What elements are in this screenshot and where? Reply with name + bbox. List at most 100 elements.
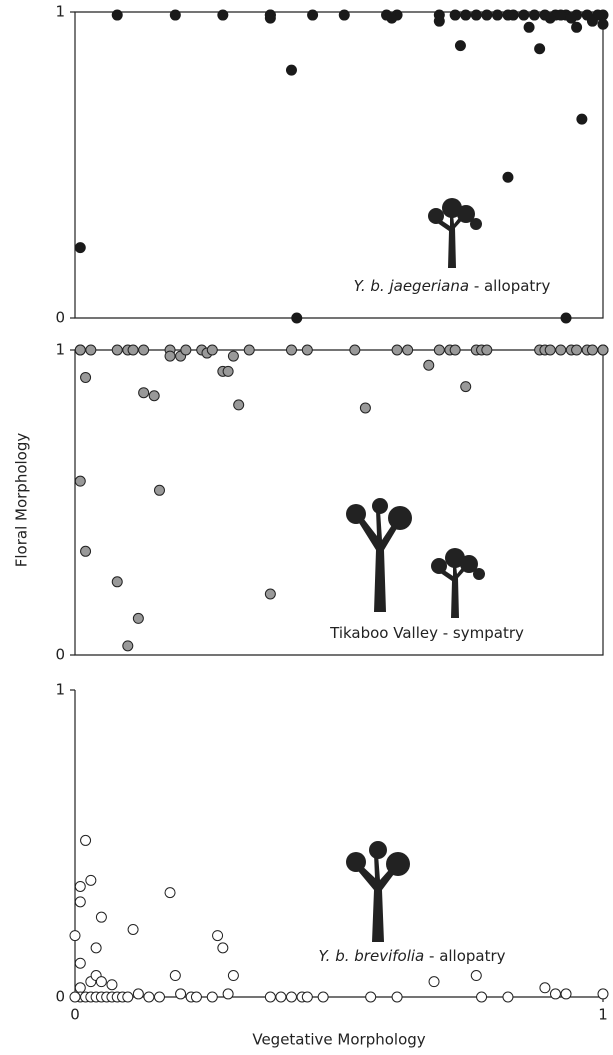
point [455,41,465,51]
point [598,989,608,999]
point [228,971,238,981]
point [566,13,576,23]
point [471,971,481,981]
point [218,943,228,953]
point [128,345,138,355]
point [529,10,539,20]
point [75,897,85,907]
point [587,345,597,355]
point [598,10,608,20]
point [81,372,91,382]
annotation: Y. b. brevifolia - allopatry [318,947,505,965]
y-axis-label: Floral Morphology [13,433,31,568]
point [75,958,85,968]
point [112,10,122,20]
point [75,243,85,253]
point [286,345,296,355]
annotation: Tikaboo Valley - sympatry [329,624,524,642]
point [75,476,85,486]
point [128,924,138,934]
point [234,400,244,410]
point [154,992,164,1002]
point [96,977,106,987]
y-tick-label: 0 [55,646,65,664]
point [392,992,402,1002]
annotation-text: Tikaboo Valley - sympatry [329,624,524,642]
y-tick-label: 0 [55,988,65,1006]
point [191,992,201,1002]
point [556,345,566,355]
point [598,19,608,29]
point [265,992,275,1002]
y-tick-label: 1 [55,3,65,21]
point [286,992,296,1002]
x-axis-label: Vegetative Morphology [252,1031,425,1049]
point [81,546,91,556]
point [503,172,513,182]
point [302,345,312,355]
point [75,345,85,355]
point [403,345,413,355]
point [572,22,582,32]
point [75,881,85,891]
point [519,10,529,20]
point [561,989,571,999]
point [139,345,149,355]
point [360,403,370,413]
point [181,345,191,355]
point [392,345,402,355]
point [91,943,101,953]
point [350,345,360,355]
point [139,388,149,398]
tree-icon [428,198,482,268]
point [540,983,550,993]
annotation-species: Y. b. jaegeriana [354,277,469,295]
point [598,345,608,355]
point [508,10,518,20]
point [387,13,397,23]
point [170,10,180,20]
annotation-text: - allopatry [474,277,551,295]
point [302,992,312,1002]
point [218,10,228,20]
point [339,10,349,20]
point [492,10,502,20]
point [524,22,534,32]
point [75,983,85,993]
point [556,10,566,20]
point [107,980,117,990]
point [228,351,238,361]
point [561,313,571,323]
point [86,875,96,885]
point [70,992,80,1002]
point [149,391,159,401]
point [545,345,555,355]
point [165,351,175,361]
point [81,835,91,845]
point [133,989,143,999]
tree-icon [431,548,485,618]
point [223,989,233,999]
tree-icon [346,841,410,942]
point [318,992,328,1002]
point [265,589,275,599]
point [450,345,460,355]
y-tick-label: 0 [55,309,65,327]
x-tick-label: 1 [598,1006,608,1024]
y-tick-label: 1 [55,341,65,359]
point [286,65,296,75]
annotation-text: - allopatry [429,947,506,965]
point [450,10,460,20]
x-tick-label: 0 [70,1006,80,1024]
point [434,345,444,355]
point [292,313,302,323]
point [86,345,96,355]
point [154,485,164,495]
point [112,577,122,587]
point [471,10,481,20]
point [165,888,175,898]
point [503,992,513,1002]
chart: 0 1 Y. b. jaegeriana - allopatry 0 1 Tikaboo … [0,0,613,1055]
point [308,10,318,20]
point [70,931,80,941]
